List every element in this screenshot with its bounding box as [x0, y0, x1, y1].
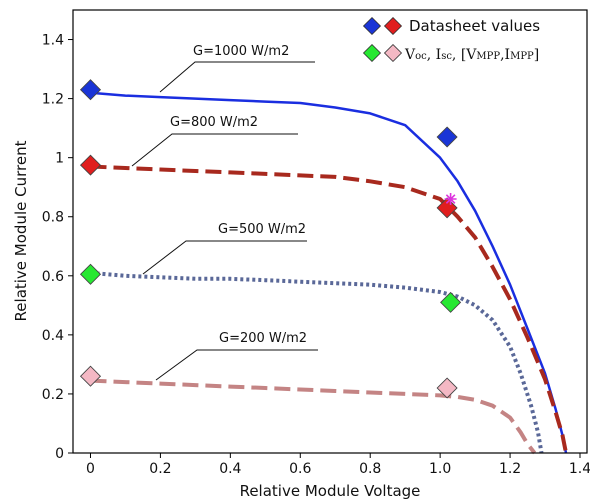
datasheet-point-marker	[79, 365, 102, 387]
curve-annotation-label: G=1000 W/m2	[193, 44, 289, 59]
plot-frame	[72, 9, 588, 454]
series-line-2	[90, 270, 544, 454]
x-tick-label: 0.4	[219, 461, 241, 477]
datasheet-point-marker	[79, 263, 102, 285]
series-line-1	[90, 164, 568, 454]
curve-annotation-leader	[155, 349, 318, 381]
y-tick-label: 0	[55, 446, 64, 462]
curve-annotation-label: G=800 W/m2	[170, 115, 258, 130]
series-lines	[90, 91, 568, 455]
x-tick-label: 0	[86, 461, 95, 477]
x-axis-label: Relative Module Voltage	[240, 482, 421, 500]
y-tick-label: 0.6	[42, 269, 64, 285]
curve-annotation-label: G=500 W/m2	[218, 222, 306, 237]
axis-ticks: 0 0.2 0.4 0.6 0.8 1.0 1.2 1.4 0 0.2 0.4 0.6 0.8 1 1.2 1…	[42, 33, 590, 477]
mpp-star-marker	[444, 193, 457, 205]
x-tick-label: 0.6	[289, 461, 311, 477]
curve-annotation-leader	[142, 240, 307, 275]
datasheet-point-marker	[436, 377, 458, 399]
x-tick-label: 1.4	[569, 461, 590, 477]
y-tick-label: 1	[55, 151, 64, 167]
legend-label-datasheet: Datasheet values	[409, 17, 540, 35]
x-tick-label: 1.0	[429, 461, 451, 477]
x-tick-label: 0.8	[359, 461, 381, 477]
datasheet-point-marker	[440, 291, 462, 313]
datasheet-point-marker	[79, 154, 102, 176]
y-tick-label: 1.2	[42, 92, 64, 108]
y-tick-label: 1.4	[42, 33, 64, 49]
curve-annotation-label: G=200 W/m2	[219, 331, 307, 346]
data-markers	[79, 79, 462, 399]
legend-entry-key-points: Voc, Isc, [VMPP,IMPP]	[362, 43, 539, 63]
series-line-0	[90, 91, 568, 454]
datasheet-point-marker	[436, 126, 458, 148]
curve-annotations: G=1000 W/m2 G=800 W/m2 G=500 W/m2 G=200 W/m…	[131, 44, 318, 381]
y-tick-label: 0.8	[42, 210, 64, 226]
curve-annotation-leader	[131, 133, 298, 167]
curve-annotation-leader	[159, 61, 315, 93]
legend-entry-datasheet: Datasheet values	[362, 16, 540, 36]
y-axis-label: Relative Module Current	[12, 140, 30, 321]
datasheet-point-marker	[436, 197, 458, 219]
legend-marker-pink	[383, 43, 403, 63]
legend-marker-red	[383, 16, 403, 36]
y-tick-label: 0.4	[42, 328, 64, 344]
legend: Datasheet values Voc, Isc, [VMPP,IMPP]	[362, 16, 540, 63]
datasheet-point-marker	[79, 79, 102, 101]
x-tick-label: 0.2	[149, 461, 171, 477]
legend-marker-blue	[362, 16, 382, 36]
x-tick-label: 1.2	[499, 461, 521, 477]
legend-marker-green	[362, 43, 382, 63]
series-line-3	[90, 378, 537, 455]
legend-label-key-points: Voc, Isc, [VMPP,IMPP]	[404, 47, 539, 63]
y-tick-label: 0.2	[42, 387, 64, 403]
